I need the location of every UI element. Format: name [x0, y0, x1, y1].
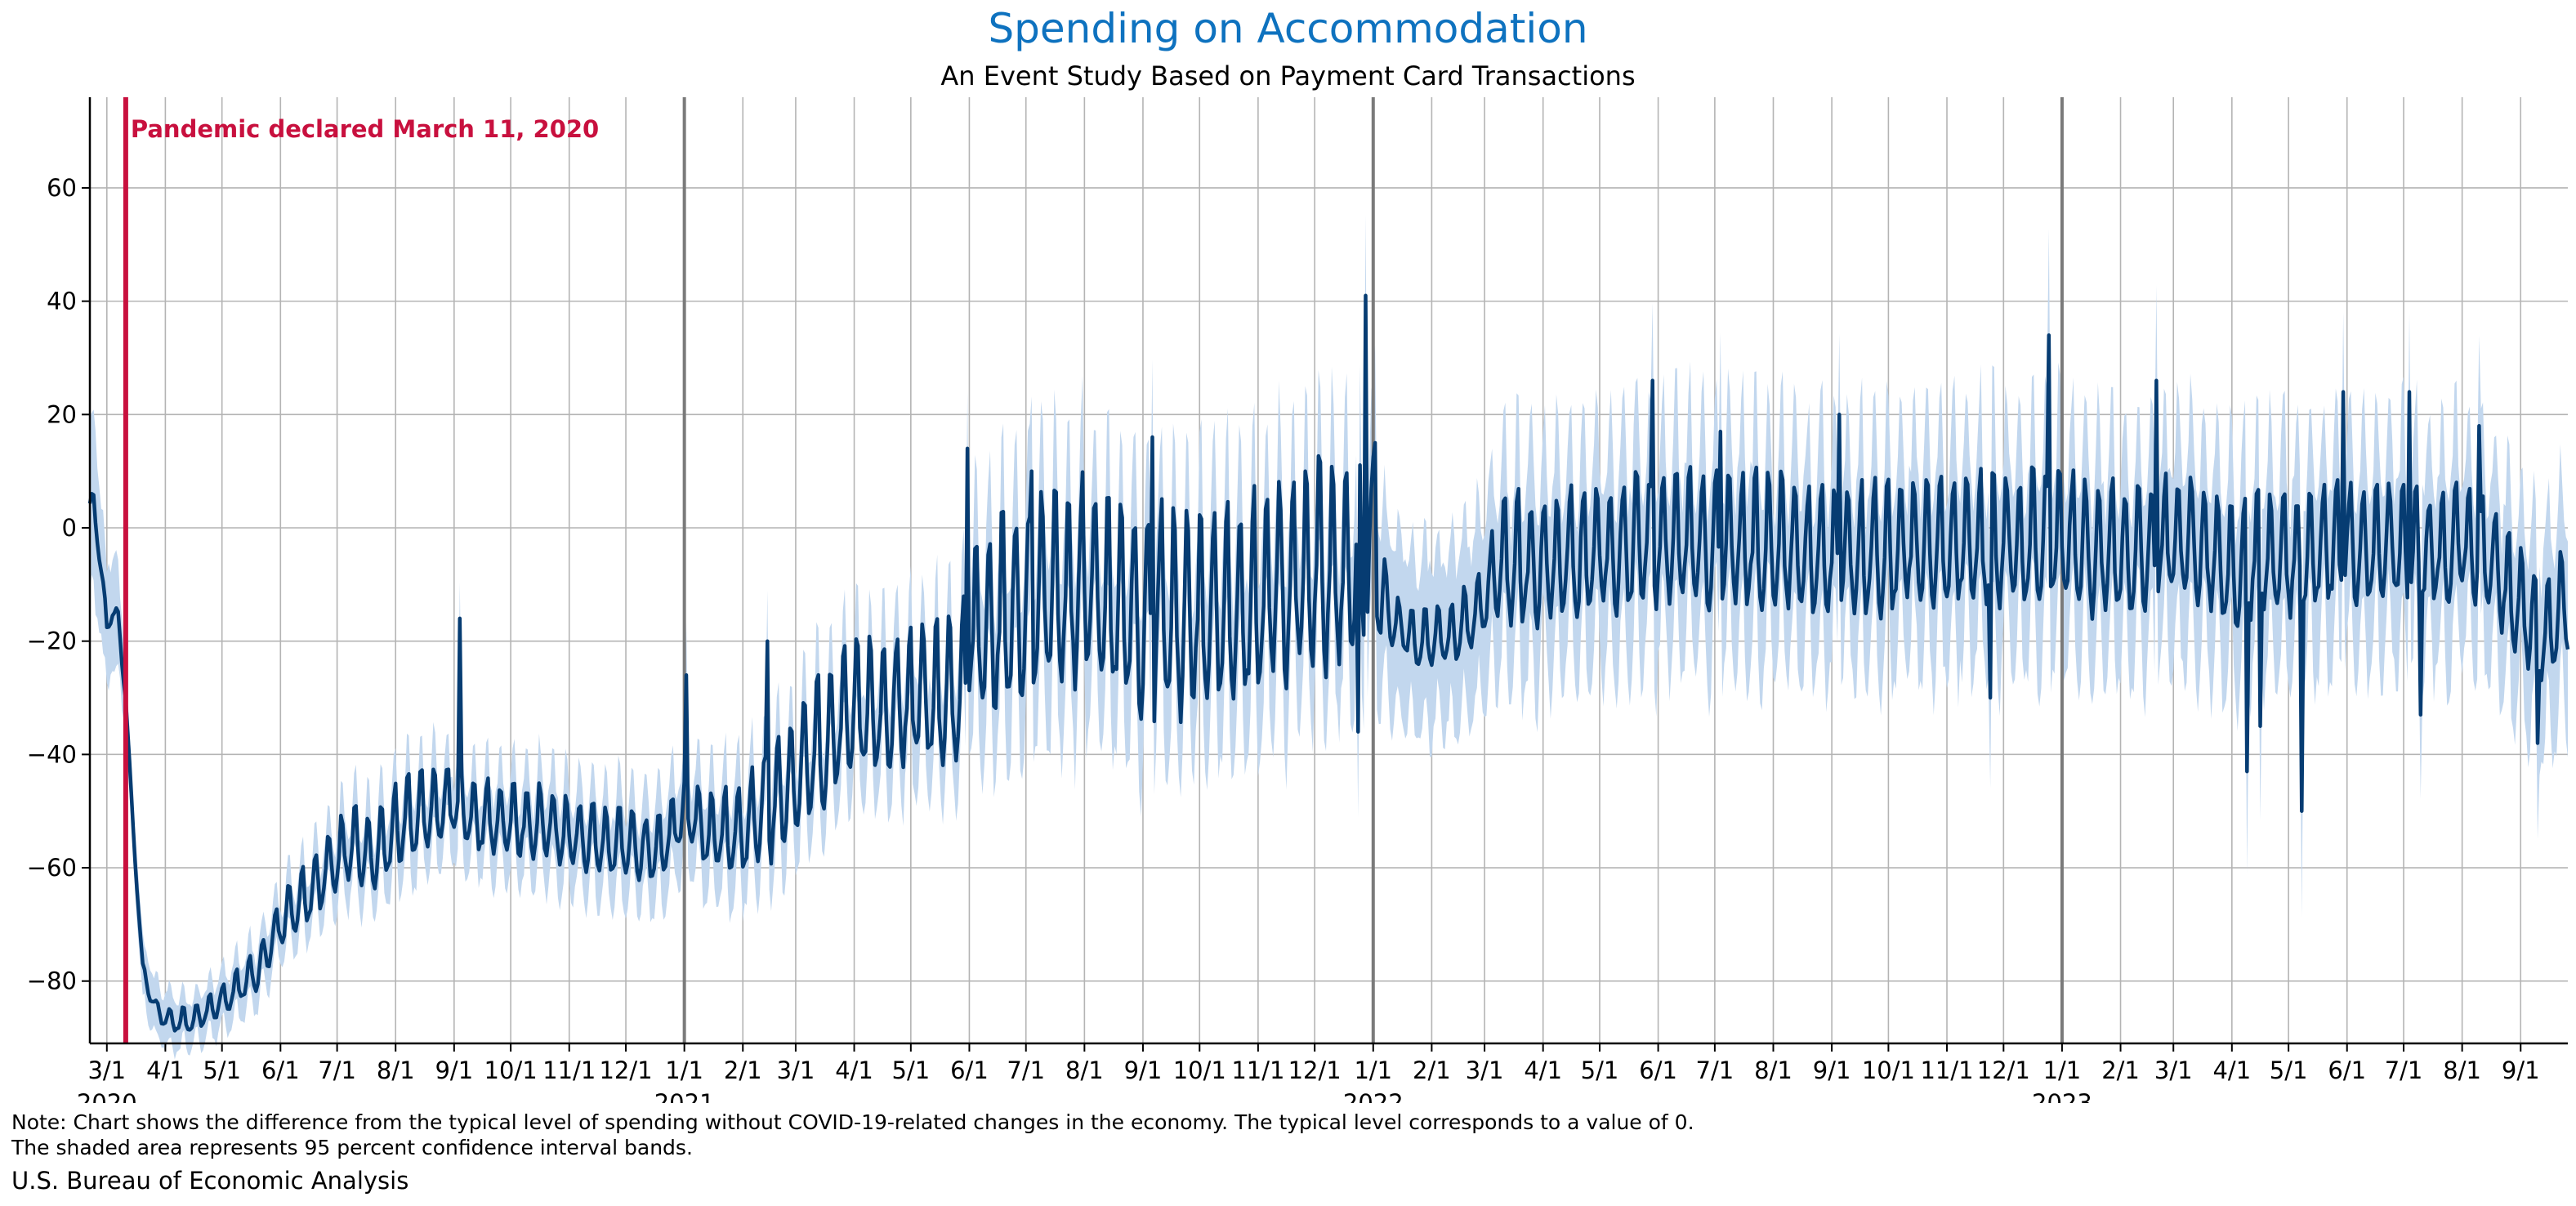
y-tick-label: 0: [62, 514, 77, 542]
x-tick-label: 5/1: [892, 1056, 931, 1084]
year-label: 2020: [77, 1089, 137, 1103]
x-tick-label: 1/1: [2043, 1056, 2082, 1084]
pandemic-event-label: Pandemic declared March 11, 2020: [131, 115, 599, 143]
x-tick-label: 5/1: [2270, 1056, 2308, 1084]
x-tick-label: 8/1: [1065, 1056, 1104, 1084]
x-tick-label: 9/1: [1124, 1056, 1163, 1084]
x-tick-label: 4/1: [2212, 1056, 2251, 1084]
x-tick-label: 5/1: [203, 1056, 241, 1084]
year-label: 2021: [654, 1089, 715, 1103]
x-tick-label: 8/1: [377, 1056, 415, 1084]
x-tick-label: 9/1: [1813, 1056, 1851, 1084]
x-tick-label: 6/1: [261, 1056, 300, 1084]
x-tick-label: 3/1: [1466, 1056, 1504, 1084]
x-tick-label: 11/1: [1231, 1056, 1284, 1084]
tick-labels: 60 40 20 0 −20 −40 −60 −80 3/1 4/1 5/1 6/1 7/1 8/1 9/1…: [27, 174, 2540, 1103]
estimate-line: [87, 293, 2570, 1033]
source-credit: U.S. Bureau of Economic Analysis: [11, 1167, 409, 1195]
x-tick-label: 2/1: [1413, 1056, 1451, 1084]
x-tick-label: 2/1: [724, 1056, 762, 1084]
x-tick-label: 10/1: [484, 1056, 538, 1084]
x-tick-label: 6/1: [1639, 1056, 1677, 1084]
x-tick-label: 12/1: [599, 1056, 652, 1084]
chart-subtitle: An Event Study Based on Payment Card Tra…: [940, 60, 1636, 92]
y-tick-label: −20: [27, 628, 77, 655]
x-tick-label: 12/1: [1288, 1056, 1342, 1084]
x-tick-label: 4/1: [1524, 1056, 1562, 1084]
chart-title: Spending on Accommodation: [988, 5, 1588, 52]
x-tick-label: 10/1: [1862, 1056, 1915, 1084]
x-tick-label: 9/1: [2502, 1056, 2540, 1084]
y-tick-label: 20: [47, 400, 77, 428]
y-tick-label: 60: [47, 174, 77, 202]
axes: [82, 97, 2568, 1052]
x-tick-label: 8/1: [1754, 1056, 1792, 1084]
x-tick-label: 10/1: [1173, 1056, 1226, 1084]
year-label: 2023: [2032, 1089, 2092, 1103]
x-tick-label: 5/1: [1581, 1056, 1619, 1084]
x-tick-label: 4/1: [146, 1056, 185, 1084]
x-tick-label: 12/1: [1977, 1056, 2030, 1084]
x-tick-label: 3/1: [2154, 1056, 2193, 1084]
year-label: 2022: [1343, 1089, 1404, 1103]
x-tick-label: 3/1: [777, 1056, 815, 1084]
x-tick-label: 3/1: [87, 1056, 126, 1084]
x-tick-label: 11/1: [1920, 1056, 1973, 1084]
x-tick-label: 6/1: [950, 1056, 989, 1084]
x-tick-label: 7/1: [1696, 1056, 1734, 1084]
chart-area: Pandemic declared March 11, 2020 60 40 20 0…: [27, 97, 2570, 1103]
x-tick-label: 7/1: [1007, 1056, 1045, 1084]
note-line-1: Note: Chart shows the difference from th…: [11, 1110, 1694, 1134]
y-tick-label: −60: [27, 854, 77, 882]
y-tick-label: −40: [27, 740, 77, 768]
x-tick-label: 8/1: [2443, 1056, 2481, 1084]
pandemic-event-marker: Pandemic declared March 11, 2020: [123, 97, 599, 1043]
gridlines: [90, 97, 2568, 1043]
x-tick-label: 2/1: [2101, 1056, 2140, 1084]
estimate-line-layer: [87, 293, 2570, 1033]
x-tick-label: 9/1: [435, 1056, 473, 1084]
y-tick-label: 40: [47, 288, 77, 315]
x-tick-label: 4/1: [835, 1056, 873, 1084]
x-tick-label: 7/1: [2385, 1056, 2423, 1084]
x-tick-label: 6/1: [2328, 1056, 2366, 1084]
x-tick-label: 7/1: [318, 1056, 356, 1084]
x-tick-label: 11/1: [542, 1056, 596, 1084]
y-tick-label: −80: [27, 967, 77, 995]
chart-note: Note: Chart shows the difference from th…: [11, 1110, 1694, 1160]
note-line-2: The shaded area represents 95 percent co…: [11, 1136, 693, 1159]
x-tick-label: 1/1: [665, 1056, 703, 1084]
x-tick-label: 1/1: [1354, 1056, 1392, 1084]
